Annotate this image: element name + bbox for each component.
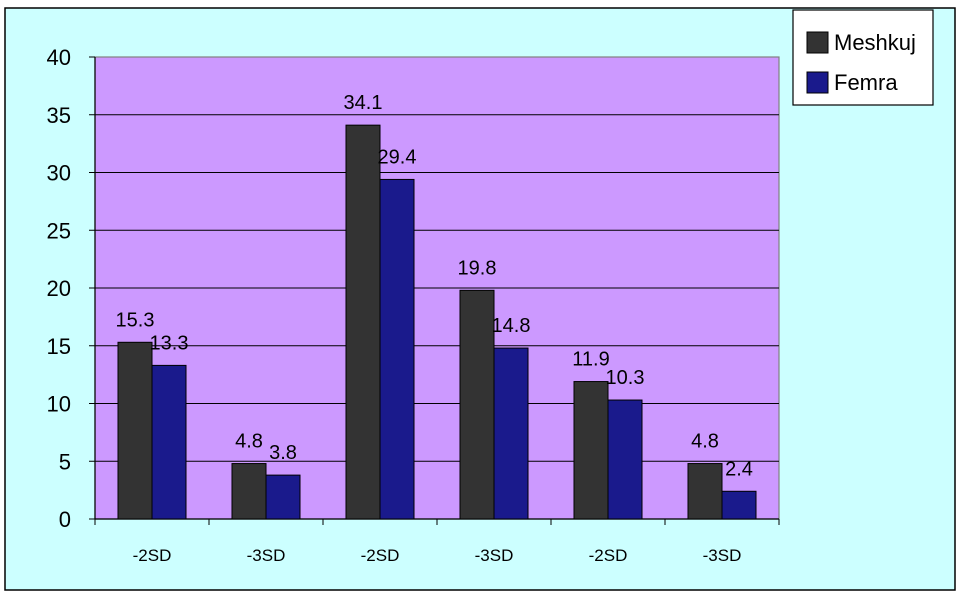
y-axis-ticks: 0 5 10 15 20 25 30 35 40 [47, 45, 95, 532]
legend-swatch-meshkuj [806, 31, 829, 54]
y-tick-label: 0 [59, 507, 71, 532]
bar-femra [379, 178, 415, 520]
data-label: 14.8 [492, 315, 531, 337]
y-tick-label: 25 [47, 218, 71, 243]
y-tick-label: 5 [59, 449, 71, 474]
y-tick-label: 30 [47, 161, 71, 186]
data-label: 13.3 [150, 332, 189, 354]
gridlines [95, 114, 779, 462]
y-tick-label: 35 [47, 103, 71, 128]
data-label: 2.4 [725, 458, 753, 480]
data-label: 4.8 [691, 431, 719, 453]
data-label: 15.3 [116, 309, 155, 331]
data-label: 4.8 [235, 431, 263, 453]
bar-meshkuj [231, 463, 267, 520]
bars [117, 124, 757, 520]
x-tick-label: -3SD [247, 546, 286, 565]
data-labels: 15.313.3 4.8 3.8 34.1 29.4 19.8 14.8 11.910.3 4.… [116, 92, 753, 480]
x-tick-label: -3SD [475, 546, 514, 565]
bar-femra [607, 399, 643, 520]
data-label: 11.9 [572, 349, 609, 371]
data-label: 29.4 [378, 146, 417, 168]
legend-label-meshkuj: Meshkuj [834, 30, 916, 55]
bar-meshkuj [345, 124, 381, 520]
bar-femra [721, 490, 757, 520]
bar-femra [265, 474, 301, 520]
bar-meshkuj [117, 341, 153, 520]
bar-femra [151, 364, 187, 520]
y-tick-label: 20 [47, 276, 71, 301]
y-tick-label: 40 [47, 45, 71, 70]
x-tick-label: -2SD [589, 546, 628, 565]
x-tick-label: -3SD [703, 546, 742, 565]
bar-meshkuj [687, 463, 723, 520]
bar-meshkuj [573, 381, 609, 520]
x-tick-label: -2SD [361, 546, 400, 565]
y-tick-label: 10 [47, 392, 71, 417]
data-label: 19.8 [458, 257, 497, 279]
data-label: 10.3 [606, 367, 645, 389]
x-axis-ticks: -2SD -3SD -2SD -3SD -2SD -3SD [94, 519, 780, 565]
bar-meshkuj [459, 289, 495, 520]
bar-femra [493, 347, 529, 520]
y-tick-label: 15 [47, 334, 71, 359]
legend: Meshkuj Femra [792, 9, 934, 106]
x-tick-label: -2SD [133, 546, 172, 565]
data-label: 34.1 [344, 92, 383, 114]
legend-label-femra: Femra [834, 70, 898, 95]
legend-swatch-femra [806, 71, 829, 94]
data-label: 3.8 [269, 442, 297, 464]
